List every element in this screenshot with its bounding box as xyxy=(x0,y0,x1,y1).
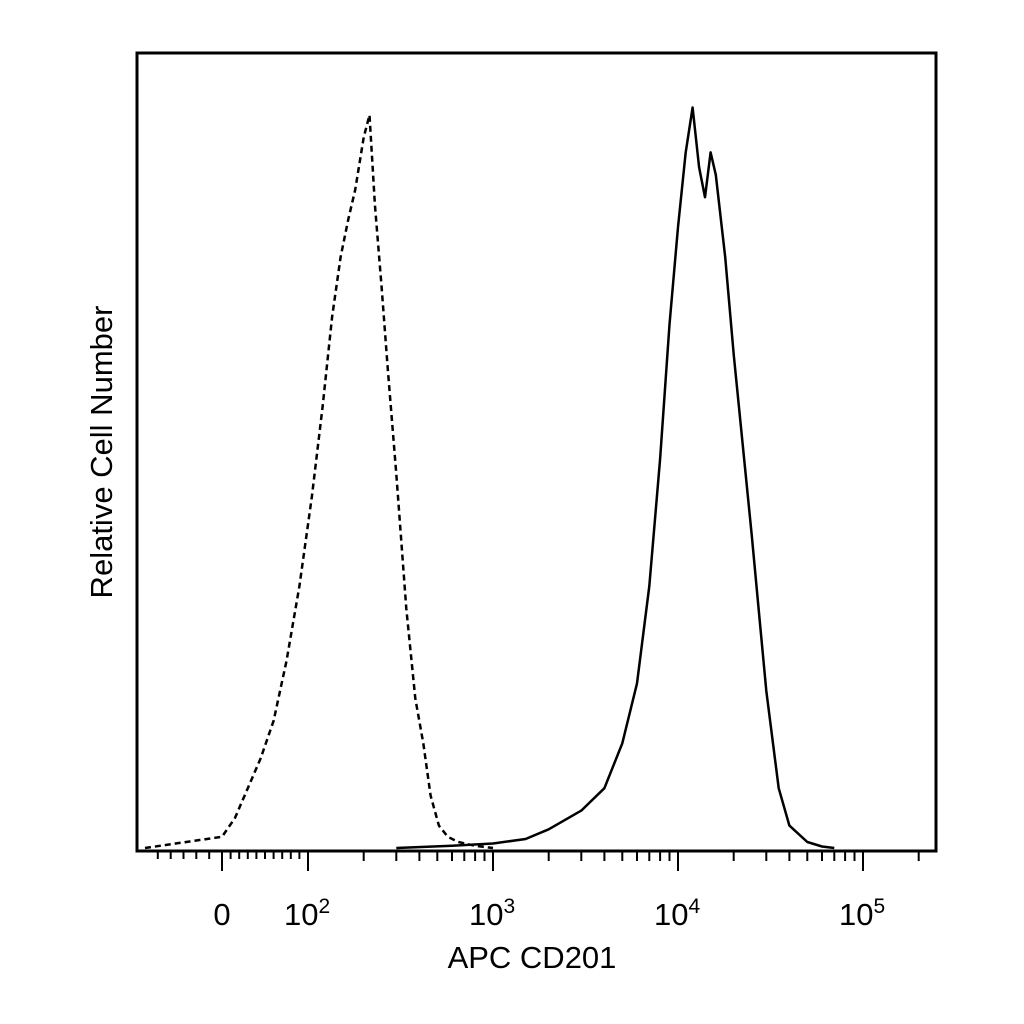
series-dashed-line xyxy=(144,113,494,850)
x-tick-label: 104 xyxy=(654,895,700,932)
x-axis-label: APC CD201 xyxy=(448,940,617,975)
x-axis-ticks xyxy=(156,851,920,871)
series-solid-line xyxy=(396,106,835,850)
x-tick-label: 103 xyxy=(469,895,515,932)
x-tick-label: 0 xyxy=(213,897,230,932)
x-tick-label: 102 xyxy=(284,895,330,932)
plot-frame xyxy=(135,51,938,853)
y-axis-label: Relative Cell Number xyxy=(84,306,119,599)
series-layer xyxy=(144,106,835,850)
x-axis-tick-labels: 0 102 103 104 105 xyxy=(213,895,885,932)
x-tick-label: 105 xyxy=(839,895,885,932)
